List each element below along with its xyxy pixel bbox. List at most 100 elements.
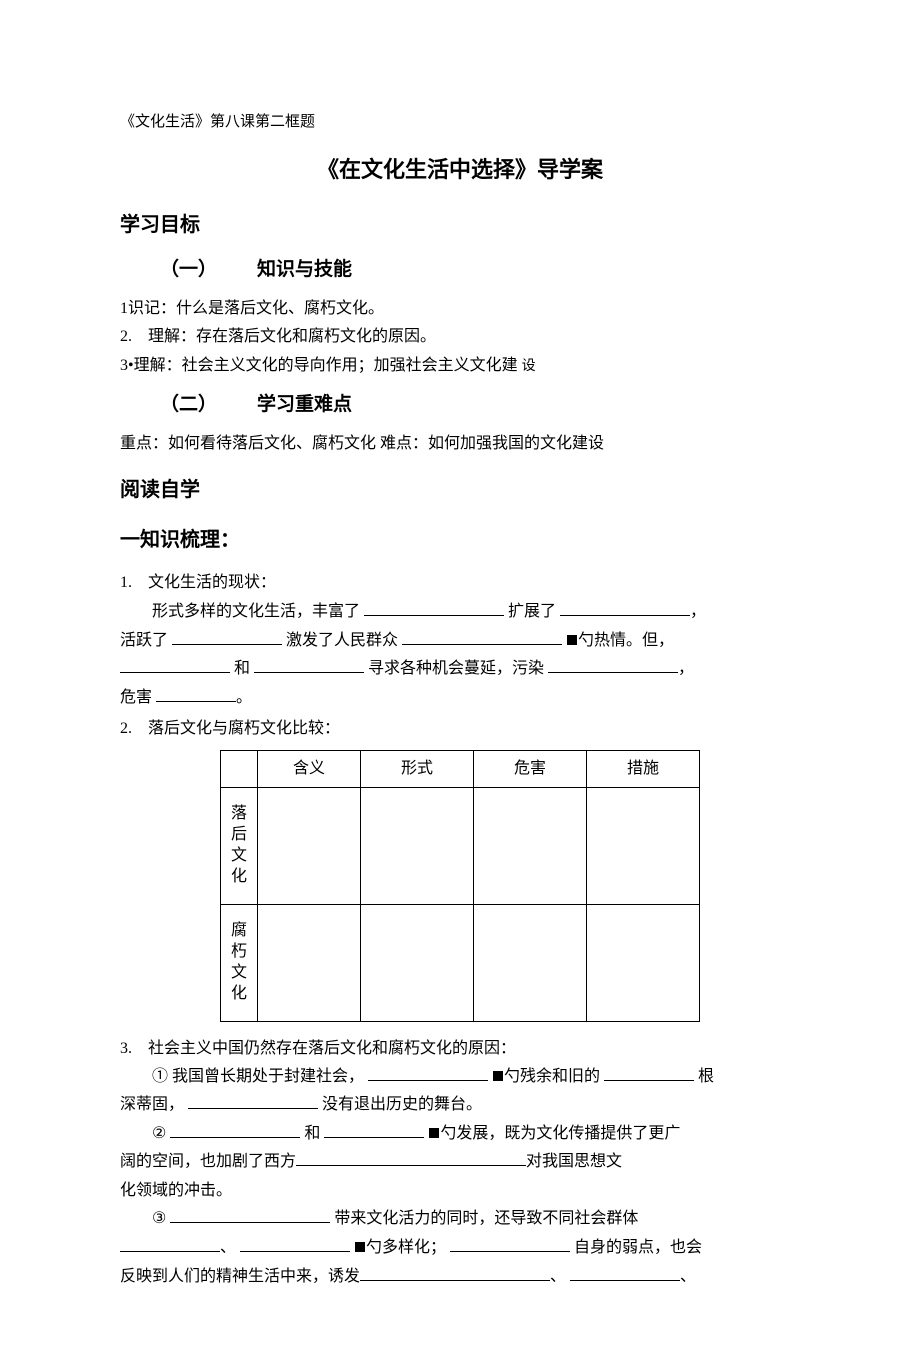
- page-root: 《文化生活》第八课第二框题 《在文化生活中选择》导学案 学习目标 （一） 知识与技…: [0, 0, 920, 1352]
- fill-blank[interactable]: [120, 1236, 220, 1252]
- q3-text: 反映到人们的精神生活中来，诱发: [120, 1268, 360, 1285]
- q3-item-2-cont: 化领域的冲击。: [120, 1178, 800, 1204]
- table-col-header: 含义: [258, 750, 361, 787]
- q3-text: 没有退出历史的舞台。: [322, 1096, 482, 1113]
- table-row-header: 腐朽文化: [221, 904, 258, 1021]
- q3-text: 、: [220, 1239, 236, 1256]
- square-glyph: [493, 1071, 503, 1081]
- q1-text: 活跃了: [120, 632, 168, 649]
- table-cell[interactable]: [258, 904, 361, 1021]
- q1-text: 勺热情。但，: [578, 632, 674, 649]
- q1-line: 危害 。: [120, 685, 800, 711]
- q1-text: 激发了人民群众: [286, 632, 398, 649]
- q3-text: 和: [304, 1125, 320, 1142]
- fill-blank[interactable]: [254, 657, 364, 673]
- q2-heading: 2. 落后文化与腐朽文化比较：: [120, 716, 800, 742]
- q1-text: 扩展了: [508, 603, 556, 620]
- comma: ，: [690, 603, 706, 620]
- fill-blank[interactable]: [560, 600, 690, 616]
- table-cell[interactable]: [258, 787, 361, 904]
- objective-line: 2. 理解：存在落后文化和腐朽文化的原因。: [120, 324, 800, 350]
- q1-line: 活跃了 激发了人民群众 勺热情。但，: [120, 628, 800, 654]
- q3-item-2-cont: 阔的空间，也加剧了西方 对我国思想文: [120, 1149, 800, 1175]
- q3-text: ②: [152, 1125, 166, 1142]
- q1-line: 和 寻求各种机会蔓延，污染 ，: [120, 656, 800, 682]
- q3-item-3-cont: 反映到人们的精神生活中来，诱发、 、: [120, 1264, 800, 1290]
- q3-text: ① 我国曾长期处于封建社会，: [152, 1068, 364, 1085]
- q3-text: 根: [698, 1068, 714, 1085]
- subsection-one-num: （一）: [160, 255, 217, 285]
- chapter-note: 《文化生活》第八课第二框题: [120, 110, 800, 134]
- q3-item-1: ① 我国曾长期处于封建社会， 勺残余和旧的 根: [120, 1064, 800, 1090]
- subsection-two-num: （二）: [160, 390, 217, 420]
- comma: ，: [678, 660, 694, 677]
- q3-text: 、: [680, 1268, 696, 1285]
- row-label-text: 腐朽文化: [231, 922, 247, 1001]
- objective-text-suffix: 设: [522, 359, 536, 374]
- q3-text: 自身的弱点，也会: [574, 1239, 702, 1256]
- comparison-table: 含义 形式 危害 措施 落后文化 腐朽文化: [220, 750, 700, 1022]
- fill-blank[interactable]: [450, 1236, 570, 1252]
- fill-blank[interactable]: [170, 1122, 300, 1138]
- q3-item-3-cont: 、 勺多样化； 自身的弱点，也会: [120, 1235, 800, 1261]
- table-cell[interactable]: [587, 904, 700, 1021]
- q3-text: 对我国思想文: [526, 1153, 622, 1170]
- fill-blank[interactable]: [296, 1150, 526, 1166]
- outline-heading: 一知识梳理：: [120, 524, 800, 556]
- q1-text: 形式多样的文化生活，丰富了: [152, 603, 360, 620]
- q1-text: 。: [236, 689, 252, 706]
- table-header-empty: [221, 750, 258, 787]
- fill-blank[interactable]: [170, 1207, 330, 1223]
- doc-title: 《在文化生活中选择》导学案: [120, 152, 800, 187]
- objectives-heading: 学习目标: [120, 209, 800, 241]
- objective-text: 3•理解：社会主义文化的导向作用；加强社会主义文化建: [120, 357, 518, 374]
- table-cell[interactable]: [474, 787, 587, 904]
- subsection-two: （二）学习重难点: [160, 390, 800, 420]
- fill-blank[interactable]: [156, 686, 236, 702]
- q3-text: 勺发展，既为文化传播提供了更广: [440, 1125, 680, 1142]
- table-cell[interactable]: [474, 904, 587, 1021]
- row-label-text: 落后文化: [231, 805, 247, 884]
- fill-blank[interactable]: [240, 1236, 350, 1252]
- q1-heading: 1. 文化生活的现状：: [120, 570, 800, 596]
- table-cell[interactable]: [361, 787, 474, 904]
- subsection-one-title: 知识与技能: [257, 259, 352, 280]
- table-cell[interactable]: [361, 904, 474, 1021]
- table-col-header: 危害: [474, 750, 587, 787]
- table-row: 腐朽文化: [221, 904, 700, 1021]
- q1-text: 危害: [120, 689, 152, 706]
- table-col-header: 措施: [587, 750, 700, 787]
- square-glyph: [429, 1128, 439, 1138]
- q1-text: 和: [234, 660, 250, 677]
- fill-blank[interactable]: [570, 1264, 680, 1280]
- q3-text: 勺残余和旧的: [504, 1068, 600, 1085]
- q3-heading: 3. 社会主义中国仍然存在落后文化和腐朽文化的原因：: [120, 1036, 800, 1062]
- q3-text: ③: [152, 1210, 166, 1227]
- fill-blank[interactable]: [360, 1264, 550, 1280]
- fill-blank[interactable]: [368, 1064, 488, 1080]
- q3-item-2: ② 和 勺发展，既为文化传播提供了更广: [120, 1121, 800, 1147]
- table-cell[interactable]: [587, 787, 700, 904]
- square-glyph: [355, 1242, 365, 1252]
- q1-line: 形式多样的文化生活，丰富了 扩展了 ，: [120, 599, 800, 625]
- fill-blank[interactable]: [324, 1122, 424, 1138]
- q3-text: 阔的空间，也加剧了西方: [120, 1153, 296, 1170]
- fill-blank[interactable]: [172, 628, 282, 644]
- reading-heading: 阅读自学: [120, 474, 800, 506]
- fill-blank[interactable]: [188, 1093, 318, 1109]
- fill-blank[interactable]: [548, 657, 678, 673]
- table-row-header: 落后文化: [221, 787, 258, 904]
- q3-item-3: ③ 带来文化活力的同时，还导致不同社会群体: [120, 1206, 800, 1232]
- keypoint-line: 重点：如何看待落后文化、腐朽文化 难点：如何加强我国的文化建设: [120, 431, 800, 457]
- square-glyph: [567, 635, 577, 645]
- table-header-row: 含义 形式 危害 措施: [221, 750, 700, 787]
- fill-blank[interactable]: [120, 657, 230, 673]
- q3-item-1-cont: 深蒂固， 没有退出历史的舞台。: [120, 1092, 800, 1118]
- q1-text: 寻求各种机会蔓延，污染: [368, 660, 544, 677]
- fill-blank[interactable]: [604, 1064, 694, 1080]
- fill-blank[interactable]: [364, 600, 504, 616]
- objective-line: 3•理解：社会主义文化的导向作用；加强社会主义文化建 设: [120, 353, 800, 379]
- fill-blank[interactable]: [402, 628, 562, 644]
- subsection-one: （一） 知识与技能: [160, 255, 800, 285]
- q3-text: 带来文化活力的同时，还导致不同社会群体: [334, 1210, 638, 1227]
